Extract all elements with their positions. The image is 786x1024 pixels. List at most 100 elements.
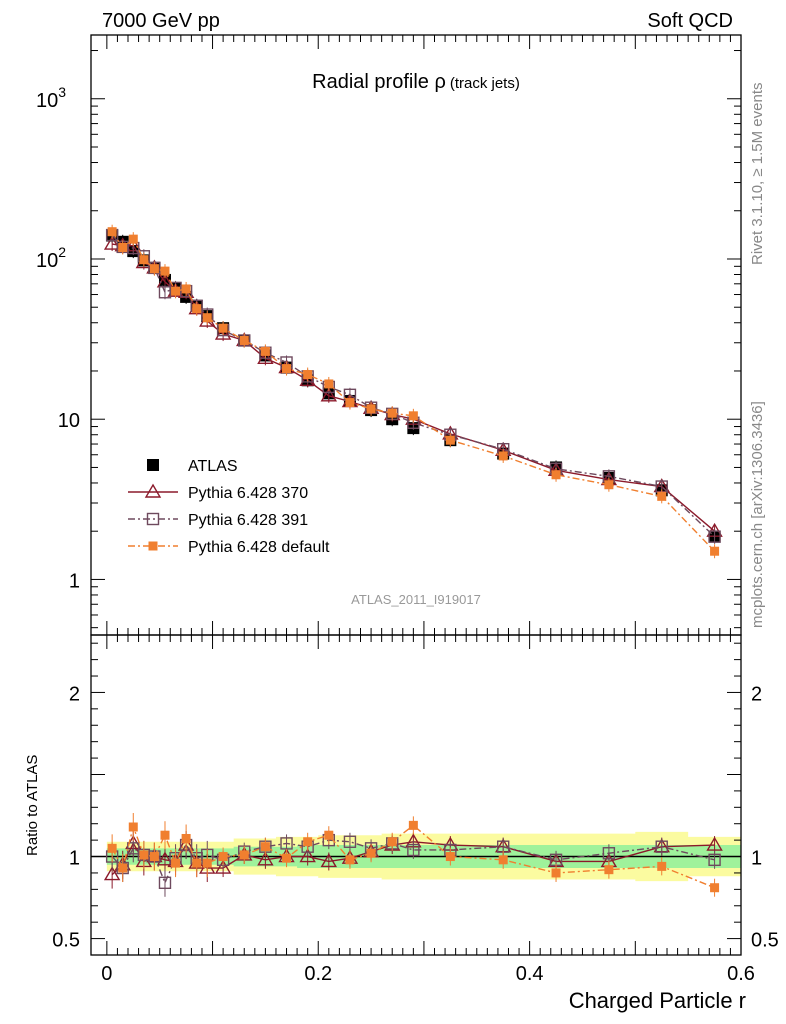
series-point-main — [657, 491, 667, 501]
ratio-panel-frame — [90, 634, 742, 956]
ratio-y-tick-label: 0.5 — [52, 930, 80, 952]
legend-marker — [144, 483, 162, 498]
series-1 — [103, 235, 723, 889]
series-point-ratio — [127, 842, 140, 855]
rivet-version-label: Rivet 3.1.10, ≥ 1.5M events — [749, 83, 766, 266]
series-point-ratio — [299, 848, 316, 863]
series-line-main — [111, 231, 716, 552]
series-point-main — [710, 546, 720, 556]
series-point-main — [324, 379, 334, 389]
series-point-ratio — [128, 822, 138, 832]
series-point-ratio — [103, 866, 121, 881]
series-point-ratio — [708, 853, 721, 867]
ratio-y-tick-label: 2 — [69, 683, 80, 705]
legend-marker — [147, 459, 159, 471]
series-point-main — [498, 451, 508, 461]
series-point-main — [303, 370, 313, 380]
series-point-main — [103, 235, 121, 250]
legend-label: Pythia 6.428 391 — [188, 512, 308, 529]
x-axis-label: Charged Particle r — [569, 988, 746, 1013]
series-point-main — [118, 242, 128, 252]
series-point-main — [171, 286, 181, 296]
series-point-main — [366, 404, 376, 414]
main-y-tick-label-base: 10 — [36, 90, 58, 112]
series-point-main — [128, 234, 138, 244]
series-point-ratio — [171, 858, 181, 868]
series-point-ratio — [324, 830, 334, 840]
series-point-ratio — [181, 833, 191, 843]
series-point-main — [445, 435, 455, 445]
main-y-tick-label: 102 — [36, 244, 66, 272]
series-point-ratio — [366, 848, 376, 858]
series-point-main — [107, 227, 117, 237]
series-point-ratio — [387, 837, 397, 847]
series-point-ratio — [498, 855, 508, 865]
main-y-tick-label-exp: 3 — [58, 84, 66, 100]
series-point-ratio — [657, 861, 667, 871]
series-point-ratio — [551, 868, 561, 878]
data-series — [103, 224, 723, 897]
series-point-ratio — [303, 837, 313, 847]
main-y-tick-label-base: 10 — [58, 410, 80, 432]
series-point-ratio — [655, 840, 668, 853]
chart-title-main: Radial profile ρ — [312, 71, 446, 93]
series-point-main — [149, 264, 159, 274]
series-point-ratio — [218, 852, 228, 862]
main-y-tick-label-exp: 2 — [58, 244, 66, 260]
series-point-main — [604, 480, 614, 490]
series-point-ratio — [118, 863, 128, 873]
legend-label: Pythia 6.428 default — [188, 539, 330, 556]
series-point-main — [387, 408, 397, 418]
series-point-ratio — [214, 859, 232, 874]
series-point-ratio — [408, 820, 418, 830]
series-point-ratio — [202, 858, 212, 868]
series-point-ratio — [282, 853, 292, 863]
chart-title-sub: (track jets) — [450, 75, 520, 92]
header-left: 7000 GeV pp — [102, 10, 220, 32]
series-point-ratio — [139, 850, 149, 860]
x-tick-label: 0 — [101, 963, 112, 985]
mcplots-label: mcplots.cern.ch [arXiv:1306.3436] — [749, 401, 766, 628]
series-point-ratio — [107, 843, 117, 853]
ratio-y-tick-label: 1 — [69, 848, 80, 870]
ratio-y-tick-label-right: 1 — [751, 848, 762, 870]
legend-label: ATLAS — [188, 458, 238, 475]
x-tick-label: 0.2 — [304, 963, 332, 985]
series-point-ratio — [602, 847, 616, 860]
series-point-main — [214, 325, 232, 340]
series-point-ratio — [345, 855, 355, 865]
series-point-main — [708, 530, 721, 543]
series-point-main — [345, 398, 355, 408]
chart-title: Radial profile ρ (track jets) — [312, 71, 520, 93]
legend-marker — [148, 541, 158, 551]
header-right: Soft QCD — [647, 10, 733, 32]
legend: ATLAS Pythia 6.428 370 Pythia 6.428 391 Pyt… — [128, 458, 330, 556]
series-2 — [105, 228, 721, 897]
series-point-main — [218, 323, 228, 333]
main-y-tick-label-base: 10 — [36, 250, 58, 272]
ratio-y-axis-label: Ratio to ATLAS — [24, 755, 41, 856]
series-point-ratio — [160, 830, 170, 840]
series-point-ratio — [257, 851, 274, 866]
x-tick-label: 0.4 — [516, 963, 544, 985]
series-point-ratio — [156, 851, 174, 866]
main-y-tick-label: 10 — [58, 410, 80, 432]
series-point-main — [239, 335, 249, 345]
series-point-ratio — [192, 858, 202, 868]
main-y-tick-label: 103 — [36, 84, 66, 112]
series-point-main — [260, 346, 270, 356]
series-point-main — [181, 284, 191, 294]
series-point-ratio — [604, 865, 614, 875]
analysis-id: ATLAS_2011_I919017 — [351, 592, 481, 607]
main-y-tick-label: 1 — [69, 570, 80, 592]
series-point-main — [551, 470, 561, 480]
main-y-tick-label-base: 1 — [69, 570, 80, 592]
series-point-main — [202, 313, 212, 323]
series-point-main — [257, 349, 274, 364]
series-point-main — [299, 371, 316, 386]
series-point-ratio — [149, 852, 159, 862]
series-3 — [107, 224, 720, 897]
series-point-ratio — [280, 837, 293, 850]
